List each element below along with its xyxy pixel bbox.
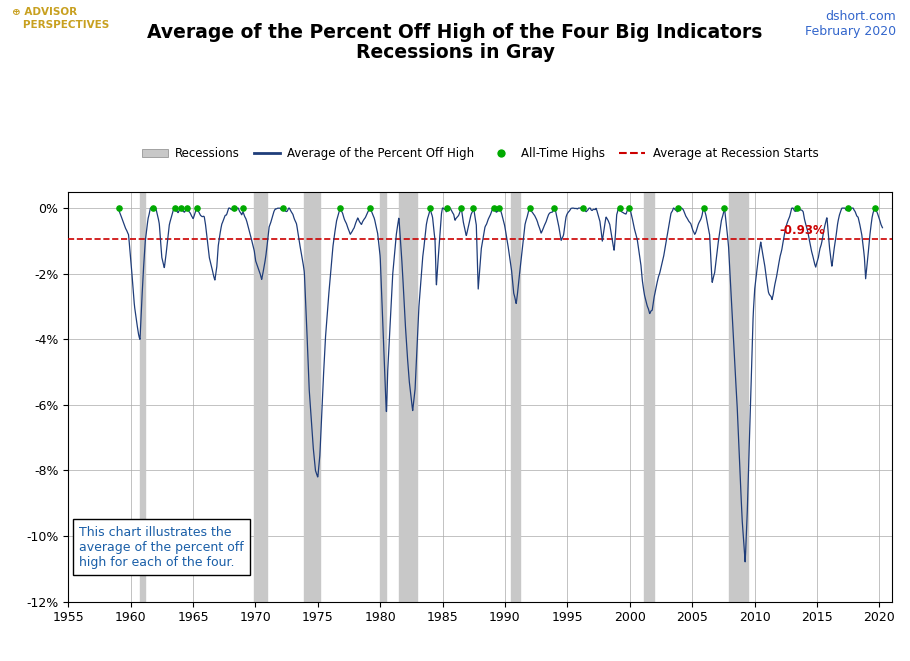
Point	[576, 203, 591, 214]
Point	[363, 203, 378, 214]
Point	[622, 203, 636, 214]
Point	[868, 203, 883, 214]
Bar	[399, 192, 417, 602]
Point	[547, 203, 561, 214]
Point	[841, 203, 855, 214]
Point	[174, 203, 188, 214]
Point	[190, 203, 205, 214]
Text: dshort.com: dshort.com	[825, 10, 896, 23]
Legend: Recessions, Average of the Percent Off High, All-Time Highs, Average at Recessio: Recessions, Average of the Percent Off H…	[137, 143, 823, 165]
Point	[227, 203, 241, 214]
Text: ⊕ ADVISOR
   PERSPECTIVES: ⊕ ADVISOR PERSPECTIVES	[12, 7, 109, 30]
Point	[696, 203, 711, 214]
Text: Recessions in Gray: Recessions in Gray	[356, 43, 554, 62]
Point	[466, 203, 480, 214]
Point	[487, 203, 501, 214]
Bar	[140, 192, 146, 602]
Point	[523, 203, 538, 214]
Bar	[729, 192, 748, 602]
Point	[333, 203, 348, 214]
Point	[454, 203, 469, 214]
Point	[790, 203, 804, 214]
Bar	[511, 192, 520, 602]
Point	[236, 203, 250, 214]
Point	[168, 203, 183, 214]
Bar	[644, 192, 653, 602]
Bar	[255, 192, 267, 602]
Point	[612, 203, 627, 214]
Bar	[380, 192, 387, 602]
Point	[491, 203, 506, 214]
Point	[717, 203, 732, 214]
Point	[276, 203, 290, 214]
Point	[423, 203, 438, 214]
Point	[440, 203, 454, 214]
Bar	[304, 192, 320, 602]
Text: February 2020: February 2020	[805, 25, 896, 38]
Text: This chart illustrates the
average of the percent off
high for each of the four.: This chart illustrates the average of th…	[79, 525, 244, 568]
Point	[671, 203, 685, 214]
Point	[146, 203, 160, 214]
Text: -0.93%: -0.93%	[780, 223, 825, 237]
Text: Average of the Percent Off High of the Four Big Indicators: Average of the Percent Off High of the F…	[147, 23, 763, 42]
Point	[112, 203, 126, 214]
Point	[180, 203, 195, 214]
